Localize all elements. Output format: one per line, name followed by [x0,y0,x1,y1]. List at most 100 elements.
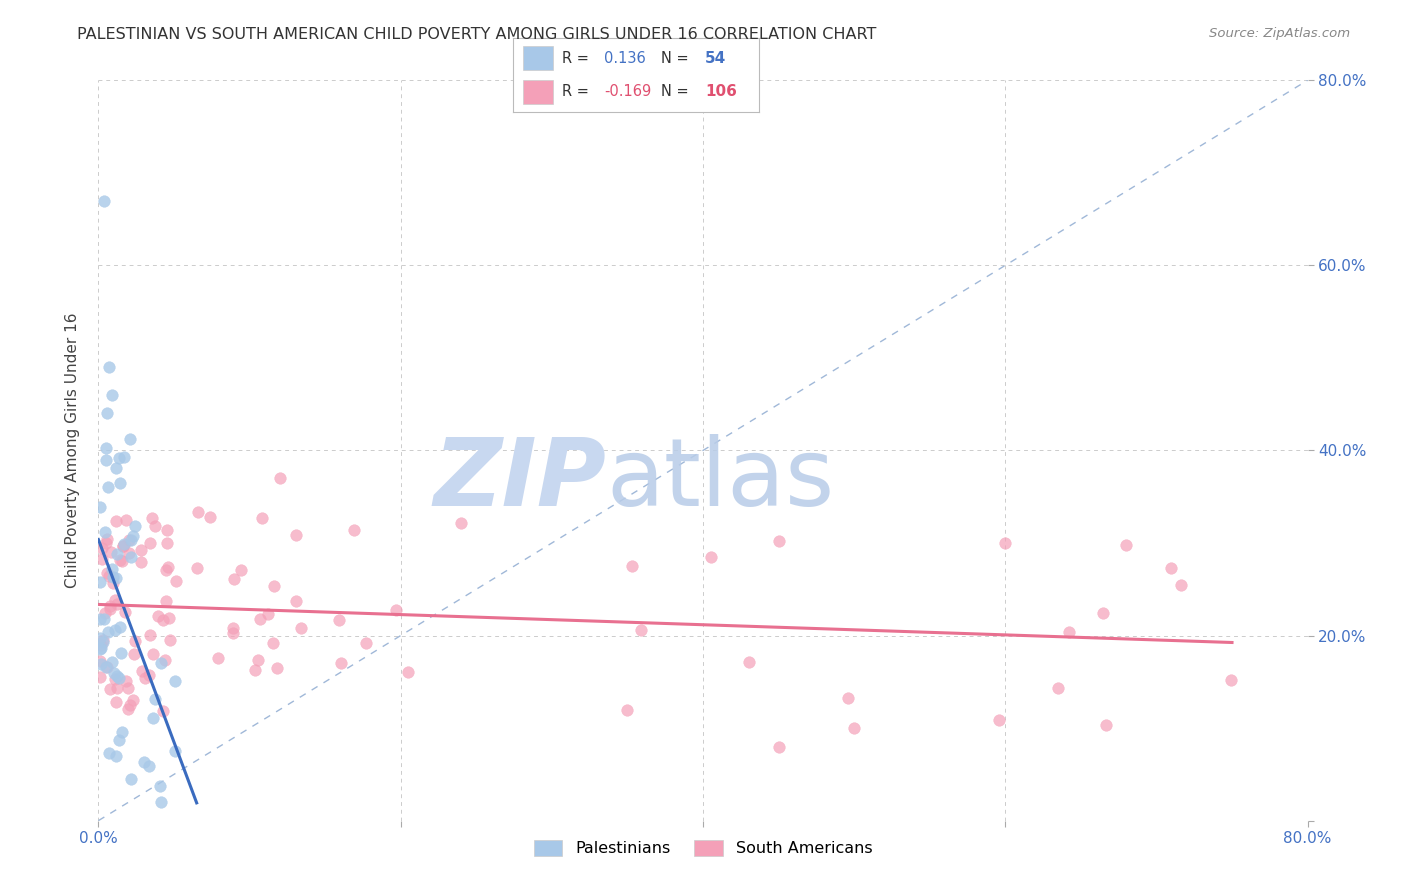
Point [89,642,111,657]
Bar [523,45,553,70]
Point [124,634,146,648]
Point [118,546,141,560]
Point [101,388,124,402]
Point [231,563,253,577]
Point [285,594,308,608]
Point [90,638,112,652]
Point [96,659,118,673]
Point [155,563,177,577]
Point [738,655,761,669]
Point [768,739,790,754]
Point [249,612,271,626]
Text: R =: R = [562,51,589,66]
Point [354,636,377,650]
Point [262,635,284,649]
Point [118,433,141,447]
Point [139,536,162,550]
Point [96,407,118,421]
Point [450,516,472,530]
Point [105,571,128,585]
Point [138,668,160,682]
Point [108,671,131,685]
Point [112,450,135,464]
Point [329,656,352,670]
Point [134,671,156,685]
Point [207,650,229,665]
Point [630,624,652,638]
Point [91,635,114,649]
Point [1095,717,1118,731]
Point [222,572,245,586]
Point [103,666,125,681]
Point [988,713,1011,727]
Y-axis label: Child Poverty Among Girls Under 16: Child Poverty Among Girls Under 16 [65,313,80,588]
Point [143,692,166,706]
Point [120,533,142,547]
Point [129,555,152,569]
Point [89,574,111,589]
Point [108,552,131,566]
Point [89,500,111,514]
Point [124,519,146,533]
Point [163,674,186,689]
Point [266,661,288,675]
Point [97,624,120,639]
Point [104,624,127,638]
Point [104,461,127,475]
Point [616,703,638,717]
Point [844,721,866,735]
Point [149,779,172,793]
Point [96,532,118,546]
Point [222,626,245,640]
Point [187,505,209,519]
Point [143,518,166,533]
Point [111,554,134,568]
Point [131,665,153,679]
Text: PALESTINIAN VS SOUTH AMERICAN CHILD POVERTY AMONG GIRLS UNDER 16 CORRELATION CHA: PALESTINIAN VS SOUTH AMERICAN CHILD POVE… [77,27,877,42]
Point [146,608,169,623]
Point [155,594,177,608]
Point [114,605,136,619]
Point [994,536,1017,550]
Point [122,693,145,707]
Point [141,510,163,524]
Point [621,558,644,573]
Point [153,653,176,667]
Point [117,681,139,696]
Point [132,755,155,769]
Point [105,514,128,528]
Point [1092,606,1115,620]
Point [284,527,307,541]
Point [157,559,180,574]
Point [94,536,117,550]
Point [97,746,120,760]
Point [108,620,131,634]
Point [112,539,135,553]
Point [111,725,134,739]
Point [90,640,112,655]
Point [93,524,115,539]
Point [114,513,136,527]
Point [94,660,117,674]
Point [198,510,221,524]
Point [159,632,181,647]
Point [108,451,131,466]
Point [104,593,127,607]
Point [700,550,723,565]
Point [100,655,122,669]
Point [328,613,350,627]
Point [129,542,152,557]
Point [94,441,117,455]
Point [90,541,112,556]
Point [156,523,179,537]
Point [243,663,266,677]
Text: ZIP: ZIP [433,434,606,526]
Point [94,453,117,467]
Point [100,602,122,616]
Text: 54: 54 [706,51,727,66]
Point [252,511,274,525]
Point [118,698,141,712]
Point [138,759,160,773]
Point [117,702,139,716]
Point [112,537,135,551]
